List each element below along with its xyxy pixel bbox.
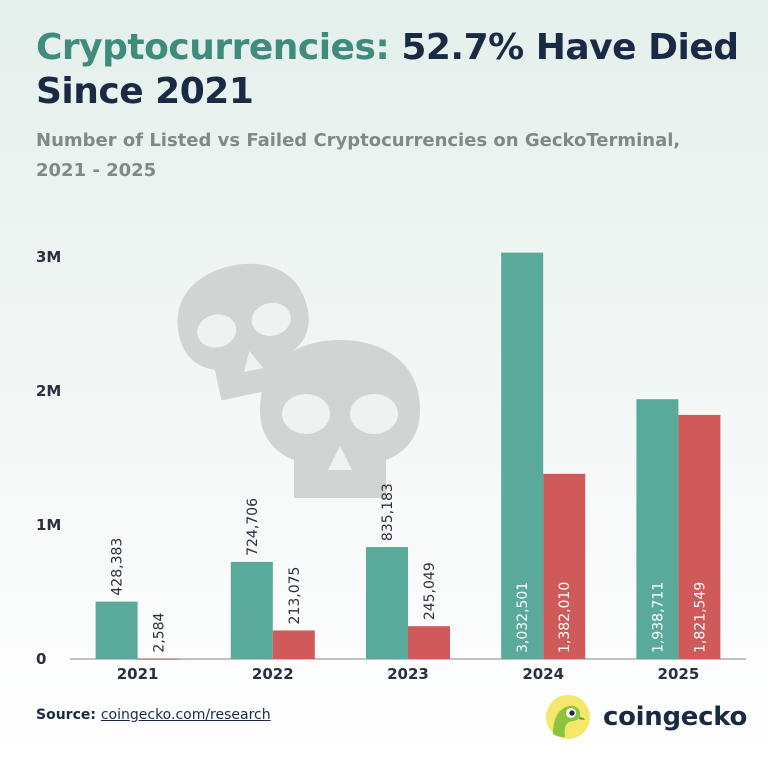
bars: 428,383 2,584 724,706 213,075 835,183 245,049… [95, 252, 721, 660]
title-accent: Cryptocurrencies: [36, 27, 390, 68]
value-label-listed-2025: 1,938,711 [650, 582, 666, 653]
chart-subtitle: Number of Listed vs Failed Cryptocurrenc… [36, 130, 681, 181]
bar-listed-2024 [501, 252, 544, 659]
brand-name: coingecko [603, 702, 748, 732]
value-label-failed-2021: 2,584 [152, 612, 168, 652]
bar-failed-2022 [272, 630, 315, 659]
x-axis: 2021 2022 2023 2024 2025 [117, 665, 700, 683]
source-note: Source: coingecko.com/research [36, 707, 271, 723]
value-label-failed-2024: 1,382,010 [557, 582, 573, 653]
chart-title: Cryptocurrencies: 52.7% Have Died Since … [36, 26, 756, 114]
skull-decoration [177, 263, 420, 498]
y-tick-label: 2M [36, 382, 61, 400]
bar-listed-2023 [366, 547, 408, 659]
x-tick-label-2024: 2024 [522, 665, 564, 683]
x-tick-label-2023: 2023 [387, 665, 429, 683]
bar-listed-2025 [636, 399, 679, 659]
y-tick-label: 0 [36, 650, 46, 668]
coingecko-brand: coingecko [545, 694, 747, 740]
gecko-logo-icon [546, 695, 590, 739]
y-tick-label: 1M [36, 516, 61, 534]
source-link[interactable]: coingecko.com/research [100, 707, 271, 723]
x-tick-label-2025: 2025 [658, 665, 700, 683]
value-label-failed-2022: 213,075 [287, 567, 303, 625]
bar-failed-2023 [408, 626, 450, 659]
value-label-listed-2021: 428,383 [110, 538, 126, 596]
y-tick-label: 3M [36, 248, 61, 266]
bar-listed-2021 [95, 601, 138, 659]
value-label-failed-2025: 1,821,549 [692, 582, 708, 653]
value-label-failed-2023: 245,049 [422, 562, 438, 620]
skull-icon [260, 340, 420, 498]
y-axis: 0 1M 2M 3M [36, 248, 61, 668]
title-rest: 52.7% Have Died Since 2021 [36, 27, 739, 112]
bar-failed-2021 [137, 658, 180, 660]
x-tick-label-2021: 2021 [117, 665, 159, 683]
source-label: Source: [36, 707, 96, 723]
value-label-listed-2022: 724,706 [245, 498, 261, 556]
bar-failed-2025 [678, 414, 721, 659]
value-label-listed-2024: 3,032,501 [515, 582, 531, 653]
value-label-listed-2023: 835,183 [380, 483, 396, 541]
bar-listed-2022 [230, 561, 273, 659]
bar-failed-2024 [543, 473, 586, 659]
bar-chart: 0 1M 2M 3M 428,383 2,584 724,706 213,075 835,18… [36, 248, 746, 683]
x-tick-label-2022: 2022 [252, 665, 294, 683]
